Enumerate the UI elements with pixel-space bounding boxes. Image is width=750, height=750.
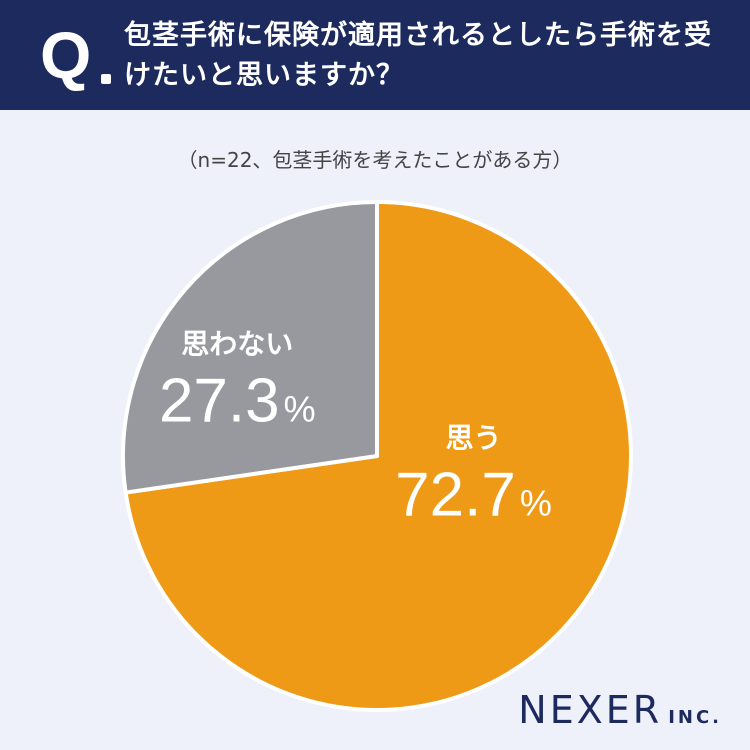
question-header: Q 包茎手術に保険が適用されるとしたら手術を受けたいと思いますか？ [0,0,750,110]
slice-label-category: 思わない [181,327,293,360]
q-dot-decoration [101,74,111,84]
slice-label-category: 思う [446,421,502,454]
nexer-logo: NEXER INC. [518,688,722,732]
q-label: Q [40,18,92,92]
chart-subtitle: （n=22、包茎手術を考えたことがある方） [177,148,573,172]
question-text: 包茎手術に保険が適用されるとしたら手術を受けたいと思いますか？ [124,20,712,91]
pie-slice-2 [121,200,379,495]
logo-sub-text: INC. [668,707,722,728]
logo-main-text: NEXER [518,688,663,732]
slice-label-value: 72.7% [395,460,552,529]
slice-label-value: 27.3% [159,366,316,435]
